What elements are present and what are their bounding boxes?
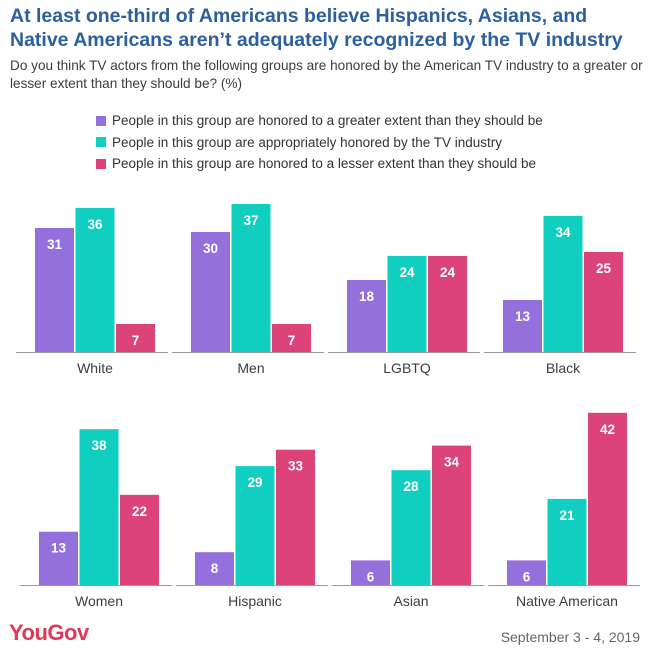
data-label-asian-greater: 6 xyxy=(367,569,375,584)
category-label-asian: Asian xyxy=(393,593,428,609)
bar-men-appropriate xyxy=(231,204,271,352)
data-label-women-greater: 13 xyxy=(51,541,67,556)
data-label-black-appropriate: 34 xyxy=(555,225,571,240)
legend-item-appropriate: People in this group are appropriately h… xyxy=(96,132,543,154)
category-label-black: Black xyxy=(546,360,581,376)
legend-label-appropriate: People in this group are appropriately h… xyxy=(112,134,502,150)
bar-black-lesser xyxy=(584,252,623,352)
data-label-native-american-lesser: 42 xyxy=(600,422,615,437)
bar-women-appropriate xyxy=(79,429,119,585)
bar-native-american-greater xyxy=(507,560,546,585)
legend-label-greater: People in this group are honored to a gr… xyxy=(112,113,543,129)
bar-women-lesser xyxy=(120,494,159,585)
legend-swatch-greater xyxy=(96,115,106,126)
data-label-hispanic-greater: 8 xyxy=(211,561,219,576)
legend-label-lesser: People in this group are honored to a le… xyxy=(112,156,537,172)
bar-lgbtq-lesser xyxy=(428,256,467,352)
data-label-lgbtq-greater: 18 xyxy=(359,289,375,304)
data-label-hispanic-appropriate: 29 xyxy=(247,475,262,490)
data-label-white-lesser: 7 xyxy=(132,333,140,348)
bar-asian-appropriate xyxy=(391,470,431,585)
bar-lgbtq-greater xyxy=(347,280,386,352)
bar-hispanic-lesser xyxy=(276,449,315,585)
legend-swatch-appropriate xyxy=(96,137,106,148)
data-label-black-greater: 13 xyxy=(515,309,531,324)
category-label-women: Women xyxy=(75,593,123,609)
data-label-black-lesser: 25 xyxy=(596,261,612,276)
category-label-hispanic: Hispanic xyxy=(228,593,282,609)
legend-item-greater: People in this group are honored to a gr… xyxy=(96,110,543,132)
bar-lgbtq-appropriate xyxy=(387,256,427,352)
bar-native-american-appropriate xyxy=(547,498,587,585)
data-label-asian-appropriate: 28 xyxy=(403,479,419,494)
chart-title: At least one-third of Americans believe … xyxy=(10,5,623,51)
yougov-logo: YouGov xyxy=(9,620,89,645)
bar-white-appropriate xyxy=(75,208,115,352)
legend: People in this group are honored to a gr… xyxy=(96,110,543,175)
bar-men-greater xyxy=(191,232,230,352)
data-label-native-american-appropriate: 21 xyxy=(559,508,575,523)
data-label-white-appropriate: 36 xyxy=(87,217,103,232)
data-label-men-appropriate: 37 xyxy=(243,213,258,228)
legend-swatch-lesser xyxy=(96,158,106,169)
bar-black-greater xyxy=(503,300,542,352)
legend-item-lesser: People in this group are honored to a le… xyxy=(96,153,543,175)
bar-black-appropriate xyxy=(543,216,583,352)
category-label-white: White xyxy=(77,360,113,376)
bar-white-greater xyxy=(35,228,74,352)
chart-subtitle: Do you think TV actors from the followin… xyxy=(10,58,643,91)
data-label-men-greater: 30 xyxy=(203,241,218,256)
category-label-native-american: Native American xyxy=(516,593,618,609)
bar-women-greater xyxy=(39,531,78,585)
data-label-asian-lesser: 34 xyxy=(444,455,460,470)
data-label-women-appropriate: 38 xyxy=(91,438,107,453)
data-label-women-lesser: 22 xyxy=(132,504,147,519)
data-label-native-american-greater: 6 xyxy=(523,569,531,584)
bar-men-lesser xyxy=(272,324,311,352)
bar-hispanic-greater xyxy=(195,552,234,585)
data-label-white-greater: 31 xyxy=(47,237,63,252)
data-label-men-lesser: 7 xyxy=(288,333,296,348)
bar-asian-lesser xyxy=(432,445,471,585)
category-label-men: Men xyxy=(237,360,264,376)
bar-asian-greater xyxy=(351,560,390,585)
data-label-lgbtq-lesser: 24 xyxy=(440,265,456,280)
data-label-hispanic-lesser: 33 xyxy=(288,459,304,474)
category-label-lgbtq: LGBTQ xyxy=(383,360,431,376)
bar-white-lesser xyxy=(116,324,155,352)
bar-native-american-lesser xyxy=(588,412,627,585)
survey-date: September 3 - 4, 2019 xyxy=(500,629,640,645)
data-label-lgbtq-appropriate: 24 xyxy=(399,265,415,280)
bar-hispanic-appropriate xyxy=(235,466,275,585)
